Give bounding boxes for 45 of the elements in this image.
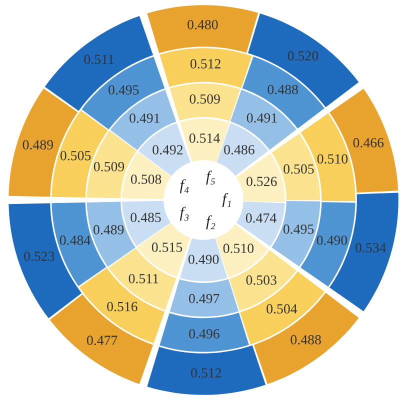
data-label: 0.511 <box>128 274 158 284</box>
data-label: 0.504 <box>266 304 298 314</box>
data-label: 0.523 <box>24 252 54 262</box>
data-label: 0.514 <box>189 133 220 143</box>
category-label: f₂ <box>206 215 216 230</box>
data-label: 0.491 <box>246 113 277 123</box>
data-label: 0.492 <box>152 145 183 155</box>
data-label: 0.489 <box>22 140 53 150</box>
data-label: 0.512 <box>190 59 220 69</box>
data-label: 0.486 <box>224 145 254 154</box>
data-label: 0.520 <box>288 51 318 61</box>
data-label: 0.480 <box>188 20 218 30</box>
data-label: 0.515 <box>152 242 182 252</box>
data-label: 0.488 <box>268 84 298 94</box>
data-label: 0.496 <box>189 329 220 339</box>
category-label: f₁ <box>222 192 231 208</box>
data-label: 0.516 <box>107 302 138 312</box>
data-label: 0.511 <box>84 54 114 64</box>
category-label: f₃ <box>180 206 189 221</box>
data-label: 0.491 <box>130 114 160 123</box>
data-label: 0.497 <box>189 294 220 304</box>
data-label: 0.509 <box>94 162 124 172</box>
data-label: 0.509 <box>190 94 220 104</box>
data-label: 0.510 <box>317 154 348 164</box>
data-label: 0.495 <box>283 224 314 234</box>
data-label: 0.490 <box>316 236 348 246</box>
data-label: 0.512 <box>191 368 222 378</box>
data-label: 0.474 <box>246 213 276 223</box>
data-label: 0.505 <box>284 164 314 174</box>
data-label: 0.477 <box>86 336 118 346</box>
data-label: 0.466 <box>353 138 384 148</box>
data-label: 0.495 <box>108 85 139 95</box>
data-label: 0.510 <box>223 244 254 254</box>
data-label: 0.488 <box>290 335 321 344</box>
data-label: 0.508 <box>130 174 162 184</box>
data-label: 0.484 <box>60 236 90 245</box>
category-label: f₅ <box>206 170 215 185</box>
data-label: 0.526 <box>246 176 277 186</box>
data-label: 0.503 <box>246 275 276 285</box>
data-label: 0.489 <box>94 225 124 234</box>
data-label: 0.490 <box>188 254 219 264</box>
data-label: 0.485 <box>130 212 161 222</box>
data-label: 0.505 <box>60 150 91 160</box>
data-label: 0.534 <box>356 243 386 252</box>
category-label: f₄ <box>180 179 189 194</box>
